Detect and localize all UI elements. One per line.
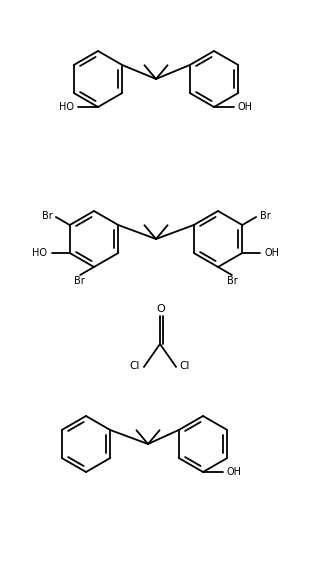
Text: Cl: Cl — [130, 361, 140, 371]
Text: Br: Br — [260, 211, 270, 221]
Text: OH: OH — [265, 248, 280, 258]
Text: OH: OH — [238, 102, 253, 112]
Text: HO: HO — [32, 248, 47, 258]
Text: Br: Br — [42, 211, 52, 221]
Text: O: O — [156, 304, 165, 314]
Text: HO: HO — [59, 102, 74, 112]
Text: Cl: Cl — [180, 361, 190, 371]
Text: Br: Br — [74, 276, 85, 286]
Text: OH: OH — [227, 467, 242, 477]
Text: Br: Br — [228, 276, 238, 286]
